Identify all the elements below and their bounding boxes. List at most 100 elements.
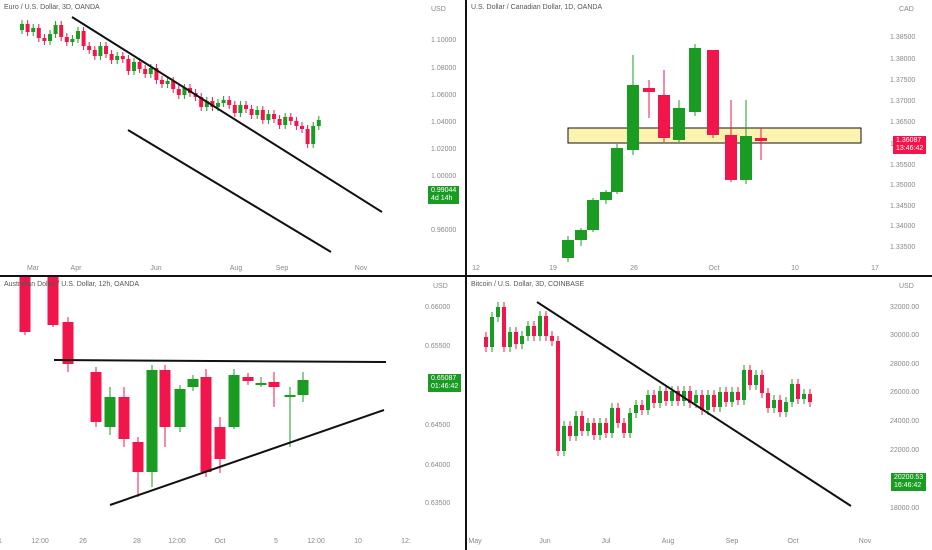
candle[interactable] <box>490 312 494 352</box>
candle[interactable] <box>118 387 130 447</box>
candle[interactable] <box>81 27 86 50</box>
candle[interactable] <box>673 100 685 142</box>
candle[interactable] <box>70 35 75 46</box>
candle[interactable] <box>244 101 248 113</box>
candle[interactable] <box>214 417 226 473</box>
candle[interactable] <box>76 27 80 43</box>
candle[interactable] <box>277 115 282 129</box>
candle[interactable] <box>104 42 108 58</box>
chart-canvas-eurusd[interactable]: Mar Apr Jun Aug Sep Nov 1.10000 1.08000 1.06000 1… <box>0 0 465 275</box>
candle[interactable] <box>20 20 24 34</box>
candle[interactable] <box>199 93 204 111</box>
candle[interactable] <box>48 30 52 45</box>
candle[interactable] <box>143 65 148 78</box>
candle[interactable] <box>748 365 752 390</box>
candle[interactable] <box>272 110 276 123</box>
candle[interactable] <box>221 96 226 107</box>
candle[interactable] <box>658 386 662 408</box>
candle[interactable] <box>587 198 599 232</box>
candle[interactable] <box>688 386 692 408</box>
candle[interactable] <box>154 64 159 84</box>
candle[interactable] <box>242 373 254 385</box>
candle[interactable] <box>115 52 120 64</box>
candle[interactable] <box>754 370 758 390</box>
candle[interactable] <box>538 311 542 341</box>
candle[interactable] <box>676 386 680 406</box>
candle[interactable] <box>575 228 587 246</box>
candle[interactable] <box>305 125 310 148</box>
candle[interactable] <box>64 33 69 46</box>
candle[interactable] <box>622 418 626 438</box>
candle[interactable] <box>204 97 209 111</box>
candle[interactable] <box>484 332 488 352</box>
candle[interactable] <box>255 377 267 387</box>
candle[interactable] <box>165 77 170 88</box>
candle[interactable] <box>664 386 668 406</box>
candle[interactable] <box>740 100 752 184</box>
candle[interactable] <box>132 437 144 497</box>
grid-divider-vertical[interactable] <box>465 0 467 550</box>
trendline-upper[interactable] <box>71 16 383 213</box>
candle[interactable] <box>730 387 734 407</box>
candle[interactable] <box>646 390 650 415</box>
candle[interactable] <box>611 144 623 194</box>
candle[interactable] <box>627 55 639 155</box>
candle[interactable] <box>109 50 114 64</box>
candle[interactable] <box>562 421 566 456</box>
candle[interactable] <box>502 302 506 352</box>
candle[interactable] <box>526 321 530 341</box>
candle[interactable] <box>550 331 554 346</box>
chart-panel-usdcad[interactable]: 12 19 26 Oct 10 17 1.38500 1.38000 1.37500 1.3700… <box>467 0 932 275</box>
candle[interactable] <box>586 418 590 436</box>
candle[interactable] <box>283 113 288 129</box>
candle[interactable] <box>725 100 737 182</box>
candle[interactable] <box>228 369 240 429</box>
candle[interactable] <box>53 21 58 38</box>
candle[interactable] <box>772 395 776 413</box>
candle[interactable] <box>300 122 304 133</box>
candle[interactable] <box>255 106 260 119</box>
candle[interactable] <box>160 76 164 88</box>
candle[interactable] <box>126 55 131 75</box>
candle[interactable] <box>628 408 632 438</box>
resistance-line[interactable] <box>53 359 387 363</box>
candle[interactable] <box>778 395 782 417</box>
candle[interactable] <box>562 236 574 262</box>
candle[interactable] <box>790 379 794 407</box>
candle[interactable] <box>706 390 710 415</box>
candle[interactable] <box>19 277 31 335</box>
candle[interactable] <box>580 411 584 436</box>
candle[interactable] <box>120 52 125 63</box>
candle[interactable] <box>311 122 316 148</box>
chart-canvas-audusd[interactable]: 1 12:00 26 28 12:00 Oct 5 12:00 10 12: 0.66000 0.65… <box>0 277 465 550</box>
candle[interactable] <box>604 418 608 438</box>
candle[interactable] <box>316 116 321 130</box>
candle[interactable] <box>600 190 612 204</box>
candle[interactable] <box>520 331 524 349</box>
candle[interactable] <box>796 379 800 404</box>
candle[interactable] <box>616 403 620 428</box>
candle[interactable] <box>736 387 740 405</box>
candle[interactable] <box>232 101 237 117</box>
candle[interactable] <box>227 96 232 109</box>
support-trendline[interactable] <box>109 409 385 506</box>
candle[interactable] <box>784 397 788 417</box>
candle[interactable] <box>297 372 309 402</box>
candle[interactable] <box>132 58 136 75</box>
candle[interactable] <box>174 385 186 432</box>
candle[interactable] <box>25 20 30 36</box>
candle[interactable] <box>658 70 670 142</box>
candle[interactable] <box>610 403 614 438</box>
chart-panel-btcusd[interactable]: May Jun Jul Aug Sep Oct Nov 32000.00 30000.00 280… <box>467 277 932 550</box>
candle[interactable] <box>90 367 102 427</box>
candle[interactable] <box>104 387 116 435</box>
candle[interactable] <box>200 369 212 477</box>
candle[interactable] <box>643 80 655 118</box>
candle[interactable] <box>92 46 97 60</box>
candle[interactable] <box>42 34 47 45</box>
candle[interactable] <box>514 327 518 349</box>
candle[interactable] <box>266 110 271 124</box>
candle[interactable] <box>249 105 254 119</box>
candle[interactable] <box>556 336 560 456</box>
candle[interactable] <box>294 117 299 130</box>
